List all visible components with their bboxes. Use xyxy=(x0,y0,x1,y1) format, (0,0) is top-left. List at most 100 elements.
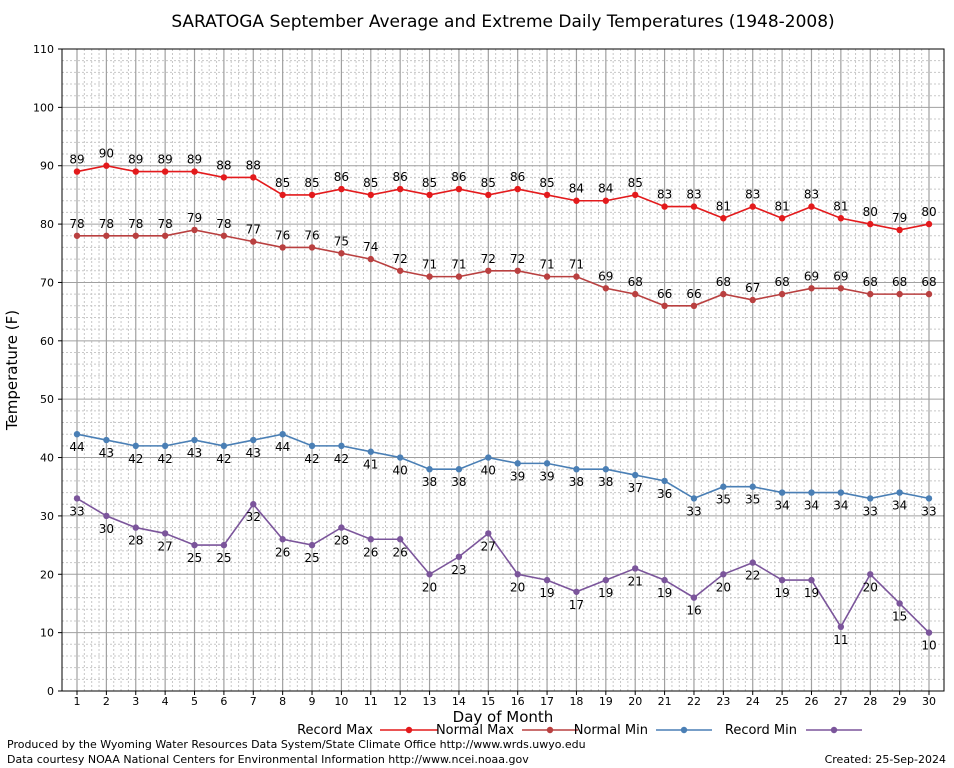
normal-min-point xyxy=(426,466,433,473)
record-max-data-label: 85 xyxy=(304,176,319,190)
x-tick-label: 10 xyxy=(334,695,348,708)
record-max-point xyxy=(73,168,81,175)
record-max-point xyxy=(632,191,639,199)
record-min-data-label: 27 xyxy=(481,539,496,553)
normal-max-point xyxy=(220,232,228,239)
normal-max-point xyxy=(455,273,463,280)
x-tick-label: 13 xyxy=(423,695,437,708)
normal-max-data-label: 78 xyxy=(99,217,114,231)
normal-min-point xyxy=(543,460,551,467)
normal-max-line xyxy=(77,229,929,307)
record-max-point xyxy=(396,185,404,193)
normal-max-point xyxy=(808,285,815,292)
normal-max-data-label: 68 xyxy=(716,275,731,289)
normal-min-data-label: 33 xyxy=(863,504,878,518)
record-max-data-label: 79 xyxy=(892,211,907,225)
normal-min-data-label: 44 xyxy=(275,440,290,454)
normal-min-point xyxy=(73,431,81,438)
normal-min-data-label: 43 xyxy=(99,446,114,460)
y-tick-label: 10 xyxy=(40,627,54,640)
record-min-data-label: 20 xyxy=(510,580,525,594)
normal-max-point xyxy=(191,226,198,234)
record-max-point xyxy=(778,215,786,222)
normal-max-data-label: 67 xyxy=(745,281,760,295)
record-max-data-label: 83 xyxy=(686,188,701,202)
x-tick-label: 3 xyxy=(132,695,139,708)
record-max-data-label: 85 xyxy=(363,176,378,190)
record-max-data-label: 81 xyxy=(833,199,848,213)
normal-min-data-label: 42 xyxy=(334,452,349,466)
record-max-line xyxy=(76,164,930,231)
normal-max-point xyxy=(103,232,110,239)
record-max-data-label: 80 xyxy=(921,205,936,219)
record-min-point xyxy=(161,530,169,537)
record-max-point xyxy=(896,226,903,234)
record-max-data-label: 89 xyxy=(187,153,202,167)
plot-frame xyxy=(61,48,945,692)
x-tick-label: 15 xyxy=(481,695,495,708)
record-min-data-label: 30 xyxy=(99,522,114,536)
normal-min-point xyxy=(573,466,580,473)
normal-min-point xyxy=(778,489,786,496)
series-layer: 89 90 89 89 89 88 88 85 85 86 85 86 85 86 85 86 85 84 84 85… xyxy=(69,147,936,653)
normal-max-point xyxy=(602,285,610,292)
record-min-point xyxy=(837,623,845,630)
normal-max-data-label: 68 xyxy=(774,275,789,289)
normal-max-point xyxy=(837,285,845,292)
record-min-point xyxy=(867,571,874,578)
normal-min-data-label: 40 xyxy=(393,464,408,478)
normal-min-data-label: 39 xyxy=(539,469,554,483)
record-min-data-label: 20 xyxy=(863,580,878,594)
record-min-data-label: 19 xyxy=(657,586,672,600)
normal-min-data-label: 34 xyxy=(774,499,789,513)
record-min-data-label: 10 xyxy=(921,639,936,653)
normal-max-point xyxy=(867,290,874,298)
record-max-data-label: 81 xyxy=(716,199,731,213)
record-min-point xyxy=(720,571,727,578)
normal-max-data-label: 68 xyxy=(921,275,936,289)
record-max-data-label: 86 xyxy=(510,170,525,184)
record-min-data-label: 28 xyxy=(128,534,143,548)
record-min-point xyxy=(250,501,257,508)
normal-max-data-label: 69 xyxy=(804,269,819,283)
x-tick-label: 30 xyxy=(922,695,936,708)
record-max-data-label: 80 xyxy=(863,205,878,219)
normal-min-point xyxy=(338,442,345,450)
normal-max-point xyxy=(338,250,345,257)
normal-max-point xyxy=(250,238,257,245)
y-tick-label: 20 xyxy=(40,568,54,581)
normal-max-point xyxy=(573,273,580,280)
record-min-point xyxy=(602,576,610,584)
record-max-point xyxy=(338,185,345,193)
record-max-data-label: 89 xyxy=(69,153,84,167)
normal-max-data-label: 78 xyxy=(128,217,143,231)
record-max-point xyxy=(308,191,316,199)
normal-max-data-label: 71 xyxy=(539,258,554,272)
record-max-point xyxy=(543,191,551,199)
record-max-point xyxy=(867,220,874,228)
footer-credit-line1: Produced by the Wyoming Water Resources … xyxy=(7,738,586,751)
normal-min-data-label: 43 xyxy=(187,446,202,460)
normal-max-point xyxy=(543,273,551,280)
record-min-point xyxy=(191,541,198,549)
record-max-data-label: 85 xyxy=(275,176,290,190)
normal-min-data-label: 37 xyxy=(628,481,643,495)
x-tick-label: 26 xyxy=(804,695,818,708)
y-tick-label: 0 xyxy=(47,685,54,698)
record-max-point xyxy=(103,162,110,169)
chart-title: SARATOGA September Average and Extreme D… xyxy=(171,12,834,32)
normal-max-data-label: 77 xyxy=(246,223,261,237)
x-tick-label: 23 xyxy=(716,695,730,708)
normal-min-data-label: 38 xyxy=(451,475,466,489)
y-tick-label: 80 xyxy=(40,218,54,231)
y-tick-label: 60 xyxy=(40,335,54,348)
y-tick-label: 70 xyxy=(40,276,54,289)
normal-max-data-label: 71 xyxy=(569,258,584,272)
normal-max-data-label: 75 xyxy=(334,234,349,248)
normal-max-data-label: 78 xyxy=(157,217,172,231)
x-tick-label: 18 xyxy=(569,695,583,708)
record-max-point xyxy=(720,215,727,222)
normal-min-data-label: 38 xyxy=(422,475,437,489)
normal-min-point xyxy=(808,489,815,496)
